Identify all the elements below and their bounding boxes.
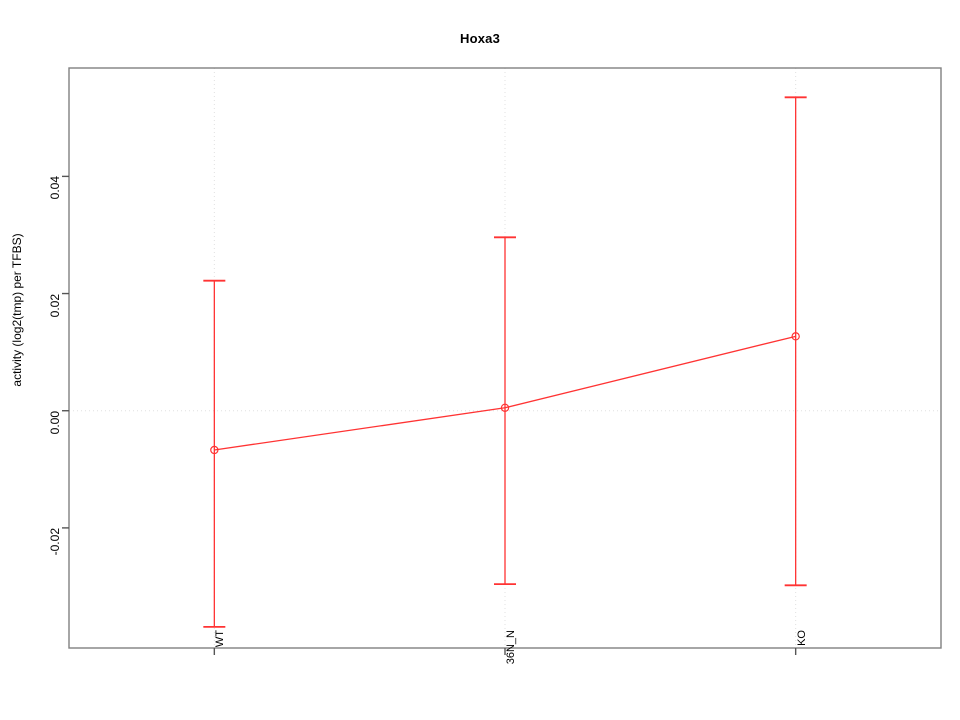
y-tick-label: 0.02 (48, 293, 62, 317)
x-tick-label: KO (795, 630, 808, 646)
x-tick-label: 36N_N (505, 630, 517, 665)
chart-title: Hoxa3 (459, 31, 501, 46)
data-point-marker (791, 332, 800, 341)
series-group (203, 96, 807, 628)
x-tick-label: WT (214, 630, 227, 648)
y-tick-label: -0.02 (48, 527, 62, 556)
y-tick-label: 0.00 (48, 410, 62, 435)
y-tick-label: 0.04 (48, 176, 62, 200)
data-point-marker (210, 445, 219, 455)
axes-group (62, 67, 942, 655)
data-point-marker (500, 403, 510, 412)
series-line (214, 335, 796, 451)
y-axis-label: activity (log2(tmp) per TFBS) (10, 233, 24, 387)
